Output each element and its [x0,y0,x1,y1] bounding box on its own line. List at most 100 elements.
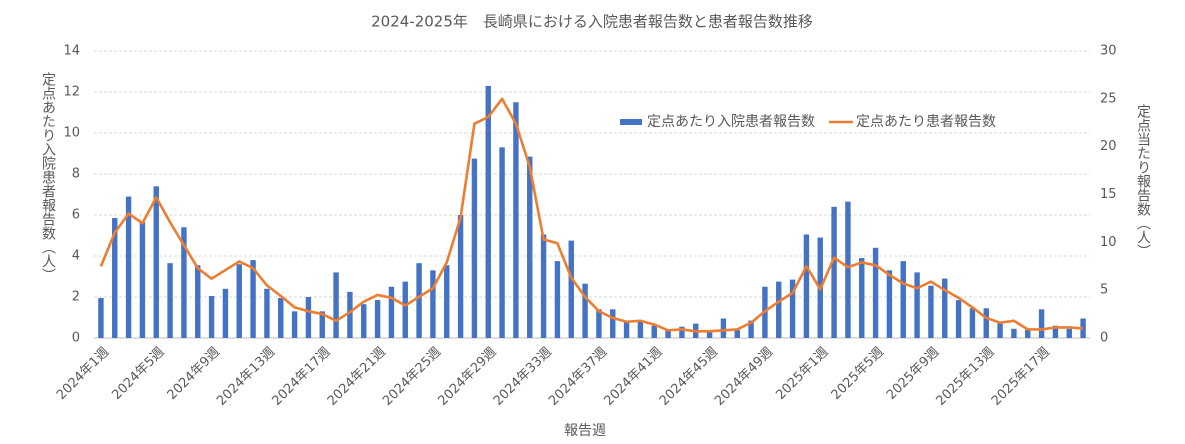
bar [264,288,270,338]
bar [333,272,339,338]
bar [181,227,187,338]
bar [872,247,879,338]
bar [803,234,810,338]
bar [250,260,256,338]
x-tick-label: 2024年21週 [325,345,389,409]
bar [610,309,616,338]
bar [112,218,118,338]
bar [361,304,367,338]
bar [776,281,782,338]
bar [1011,328,1017,338]
bar [444,265,450,338]
bar [679,326,685,338]
x-tick-label: 2024年13週 [214,345,278,409]
bar [831,206,837,338]
bar [222,288,229,338]
y2-tick-label: 30 [1100,44,1117,59]
bar [1066,328,1072,338]
x-tick-label: 2024年33週 [491,345,555,409]
bar [554,261,561,338]
y-tick-label: 0 [72,331,80,346]
x-tick-label: 2025年9週 [884,345,942,403]
y-tick-label: 6 [72,208,80,223]
legend-label: 定点あたり患者報告数 [856,114,996,130]
bar [720,318,727,338]
bar [291,311,298,338]
bar [167,263,173,338]
x-tick-label: 2024年9週 [165,345,223,403]
bar [208,295,215,338]
bar [402,281,408,338]
x-tick-label: 2024年17週 [269,345,333,409]
bar [319,311,325,338]
bar [430,270,436,338]
bar [1038,309,1045,338]
y-axis-title: 定点あたり入院患者報告数（人） [40,72,56,282]
bar [748,320,754,338]
bar [540,234,547,338]
y2-tick-label: 5 [1100,283,1108,298]
bar [485,85,491,338]
bar [914,272,920,338]
y2-tick-label: 15 [1100,187,1117,202]
x-tick-label: 2024年41週 [601,345,665,409]
y-tick-label: 14 [63,44,80,59]
bar [886,270,893,338]
x-tick-label: 2024年49週 [712,345,776,409]
bar [416,263,422,338]
bar [665,329,671,338]
bar [997,322,1003,338]
x-tick-label: 2025年13週 [933,345,997,409]
line [99,97,1084,333]
bar [278,298,284,338]
bar [955,300,962,338]
bar [388,286,395,338]
x-tick-label: 2024年25週 [380,345,444,409]
bar [623,321,630,338]
bar [153,186,159,338]
bar [195,265,201,338]
x-tick-label: 2024年45週 [657,345,721,409]
bar [125,196,132,338]
y-tick-label: 8 [72,167,80,182]
bar [305,297,312,338]
bar [651,325,657,338]
y-tick-label: 12 [63,85,80,100]
bar [98,298,104,338]
bar [513,102,519,338]
bar [236,264,242,338]
legend-label: 定点あたり入院患者報告数 [647,114,815,130]
y2-tick-label: 0 [1100,331,1108,346]
bar [706,330,713,338]
y-tick-label: 2 [72,290,80,305]
bar [139,222,146,338]
x-tick-label: 2024年37週 [546,345,610,409]
bar [1025,329,1031,338]
x-tick-label: 2025年1週 [773,345,831,403]
y-tick-label: 4 [72,249,80,264]
bar [347,291,353,338]
bar [637,320,644,338]
bar [983,308,989,338]
bar [859,258,865,338]
bar [734,329,740,338]
bar [582,283,588,338]
bar [900,261,906,338]
x-tick-label: 2025年5週 [829,345,887,403]
bar [596,309,602,338]
x-tick-label: 2024年1週 [54,345,112,403]
bar [928,285,934,338]
x-tick-label: 2024年29週 [435,345,499,409]
bar [374,300,381,338]
y2-tick-label: 10 [1100,235,1117,250]
x-axis-title: 報告週 [564,423,606,439]
bar [1052,325,1059,338]
bar [471,158,478,338]
bar [942,278,948,338]
bar [457,215,464,338]
y2-tick-label: 20 [1100,139,1117,154]
bar [568,240,574,338]
bar [499,147,505,338]
x-tick-label: 2025年17週 [989,345,1053,409]
